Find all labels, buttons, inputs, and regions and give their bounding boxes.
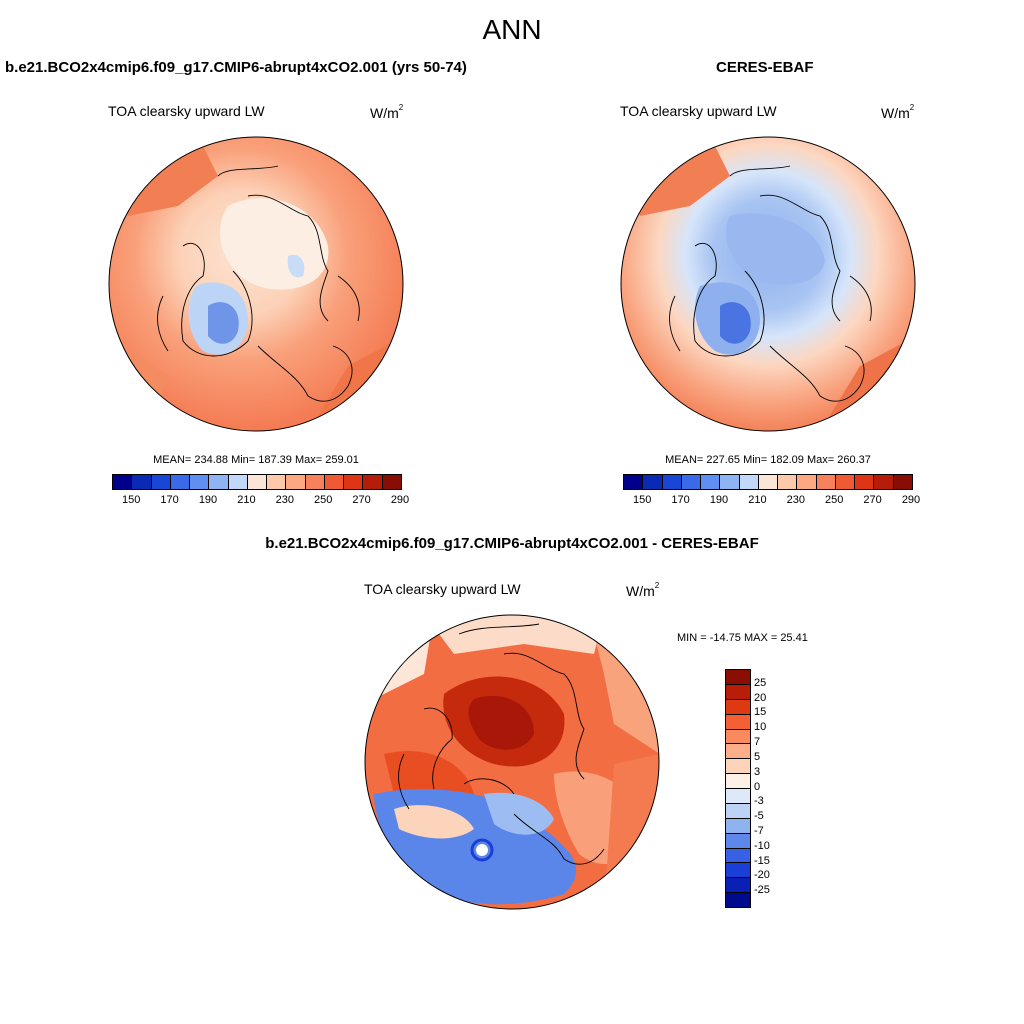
colorbar-swatch: [835, 475, 856, 489]
colorbar-swatch: [816, 475, 836, 489]
colorbar-swatch: [681, 475, 702, 489]
panel3-colorbar: [725, 669, 751, 908]
colorbar-tick-label: -5: [754, 810, 764, 823]
colorbar-swatch: [739, 475, 759, 489]
colorbar-swatch: [624, 475, 644, 489]
panel1-polar-map: [108, 136, 404, 432]
colorbar-tick-label: -25: [754, 884, 770, 897]
colorbar-tick-label: 250: [314, 494, 333, 506]
colorbar-tick-label: 0: [754, 780, 761, 793]
panel1-title: b.e21.BCO2x4cmip6.f09_g17.CMIP6-abrupt4x…: [5, 59, 467, 76]
panel2-colorbar: [623, 474, 913, 490]
colorbar-tick-label: 250: [825, 494, 844, 506]
colorbar-swatch: [151, 475, 171, 489]
colorbar-tick-label: 150: [633, 494, 652, 506]
colorbar-tick-label: -10: [754, 839, 770, 852]
colorbar-swatch: [363, 475, 383, 489]
colorbar-swatch: [726, 878, 750, 894]
colorbar-tick-label: 20: [754, 691, 767, 704]
panel3-variable: TOA clearsky upward LW: [364, 581, 521, 597]
colorbar-tick-label: 5: [754, 750, 761, 763]
colorbar-swatch: [726, 848, 750, 864]
colorbar-tick-label: 170: [160, 494, 179, 506]
colorbar-tick-label: 190: [198, 494, 218, 506]
panel1-variable: TOA clearsky upward LW: [108, 103, 265, 119]
colorbar-swatch: [726, 818, 750, 834]
panel2-variable: TOA clearsky upward LW: [620, 103, 777, 119]
colorbar-swatch: [758, 475, 779, 489]
colorbar-swatch: [247, 475, 268, 489]
colorbar-swatch: [855, 475, 875, 489]
panel2-title: CERES-EBAF: [716, 59, 814, 76]
colorbar-swatch: [132, 475, 152, 489]
colorbar-tick-label: 7: [754, 736, 761, 749]
figure-title: ANN: [482, 14, 542, 45]
colorbar-swatch: [797, 475, 817, 489]
colorbar-tick-label: 15: [754, 706, 767, 719]
colorbar-swatch: [874, 475, 894, 489]
colorbar-tick-label: 25: [754, 676, 767, 689]
colorbar-swatch: [701, 475, 721, 489]
colorbar-swatch: [324, 475, 345, 489]
colorbar-tick-label: 290: [390, 494, 410, 506]
colorbar-swatch: [662, 475, 682, 489]
colorbar-tick-label: -20: [754, 869, 770, 882]
colorbar-swatch: [726, 863, 750, 879]
colorbar-tick-label: 10: [754, 721, 767, 734]
colorbar-tick-label: 210: [748, 494, 767, 506]
colorbar-swatch: [726, 789, 750, 804]
colorbar-tick-label: -15: [754, 854, 770, 867]
colorbar-tick-label: 270: [352, 494, 371, 506]
colorbar-swatch: [726, 744, 750, 760]
colorbar-swatch: [382, 475, 401, 489]
colorbar-swatch: [643, 475, 663, 489]
panel2-stats: MEAN= 227.65 Min= 182.09 Max= 260.37: [665, 454, 871, 466]
colorbar-swatch: [726, 803, 750, 819]
colorbar-swatch: [190, 475, 210, 489]
colorbar-swatch: [209, 475, 229, 489]
panel3-title: b.e21.BCO2x4cmip6.f09_g17.CMIP6-abrupt4x…: [265, 535, 759, 552]
colorbar-swatch: [228, 475, 248, 489]
panel2-units: W/m2: [881, 103, 915, 121]
colorbar-swatch: [726, 893, 750, 907]
panel3-units: W/m2: [626, 581, 660, 599]
colorbar-tick-label: 190: [709, 494, 729, 506]
colorbar-tick-label: 150: [122, 494, 141, 506]
colorbar-swatch: [344, 475, 364, 489]
colorbar-tick-label: 290: [901, 494, 921, 506]
colorbar-tick-label: 170: [671, 494, 690, 506]
colorbar-swatch: [726, 729, 750, 745]
colorbar-tick-label: -3: [754, 795, 764, 808]
colorbar-swatch: [286, 475, 306, 489]
colorbar-swatch: [893, 475, 912, 489]
colorbar-tick-label: 230: [275, 494, 294, 506]
colorbar-swatch: [726, 670, 750, 685]
panel2-polar-map: [620, 136, 916, 432]
colorbar-swatch: [720, 475, 740, 489]
colorbar-swatch: [778, 475, 798, 489]
colorbar-swatch: [170, 475, 191, 489]
colorbar-swatch: [726, 684, 750, 700]
panel1-colorbar: [112, 474, 402, 490]
panel1-units: W/m2: [370, 103, 404, 121]
colorbar-swatch: [726, 699, 750, 715]
panel3-polar-map: [364, 614, 660, 910]
colorbar-swatch: [726, 774, 750, 789]
colorbar-swatch: [305, 475, 325, 489]
colorbar-tick-label: 230: [786, 494, 805, 506]
panel3-stats: MIN = -14.75 MAX = 25.41: [677, 632, 808, 644]
colorbar-swatch: [726, 759, 750, 775]
colorbar-swatch: [726, 833, 750, 849]
colorbar-tick-label: 210: [237, 494, 256, 506]
colorbar-tick-label: 3: [754, 765, 761, 778]
colorbar-swatch: [267, 475, 287, 489]
colorbar-swatch: [726, 714, 750, 730]
colorbar-tick-label: -7: [754, 824, 764, 837]
colorbar-tick-label: 270: [863, 494, 882, 506]
panel1-stats: MEAN= 234.88 Min= 187.39 Max= 259.01: [153, 454, 359, 466]
colorbar-swatch: [113, 475, 133, 489]
